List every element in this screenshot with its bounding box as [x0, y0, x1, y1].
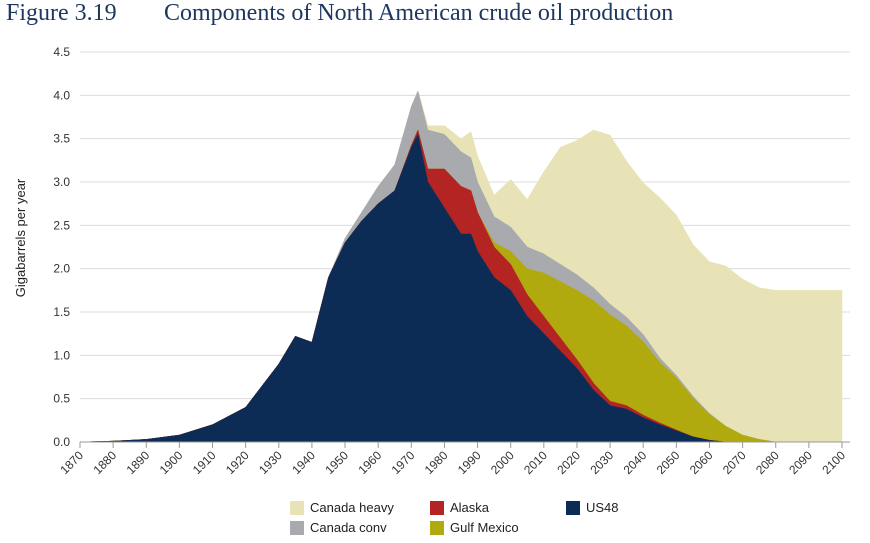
legend-label: Gulf Mexico	[450, 520, 519, 535]
x-tick-label: 2050	[654, 448, 683, 477]
legend-item-canada-heavy: Canada heavy	[290, 500, 394, 515]
x-tick-label: 2090	[786, 448, 815, 477]
x-tick-label: 1880	[90, 448, 119, 477]
y-tick-label: 3.0	[53, 175, 70, 189]
x-tick-label: 1950	[322, 448, 351, 477]
x-tick-label: 1960	[356, 448, 385, 477]
y-axis-label: Gigabarrels per year	[13, 178, 28, 297]
stacked-areas	[79, 90, 843, 443]
legend-swatch	[290, 500, 304, 515]
y-tick-label: 2.0	[53, 262, 70, 276]
x-tick-label: 1900	[157, 448, 186, 477]
x-tick-label: 1940	[289, 448, 318, 477]
figure-title: Figure 3.19 Components of North American …	[6, 0, 673, 27]
y-tick-label: 4.0	[53, 88, 70, 102]
y-tick-label: 0.5	[53, 392, 70, 406]
x-tick-label: 1910	[190, 448, 219, 477]
x-axis-ticks: 1870 1880 1890 1900 1910 1920 1930 1940 1950 1960…	[57, 442, 848, 477]
legend-swatch	[430, 500, 444, 515]
x-tick-label: 1890	[124, 448, 153, 477]
y-tick-label: 1.0	[53, 348, 70, 362]
x-tick-label: 1920	[223, 448, 252, 477]
x-tick-label: 1980	[422, 448, 451, 477]
y-tick-label: 3.5	[53, 132, 70, 146]
legend-label: Alaska	[450, 500, 490, 515]
legend-swatch	[430, 520, 444, 535]
x-tick-label: 2010	[521, 448, 550, 477]
legend-label: Canada heavy	[310, 500, 394, 515]
y-tick-label: 4.5	[53, 45, 70, 59]
x-tick-label: 2100	[819, 448, 848, 477]
x-tick-label: 1930	[256, 448, 285, 477]
y-tick-label: 2.5	[53, 218, 70, 232]
legend-item-alaska: Alaska	[430, 500, 489, 515]
x-tick-label: 2020	[554, 448, 583, 477]
x-tick-label: 2080	[753, 448, 782, 477]
y-tick-label: 1.5	[53, 305, 70, 319]
legend-item-us48: US48	[566, 500, 619, 515]
figure-number: Figure 3.19	[6, 0, 117, 26]
area-chart: 0.00.51.01.52.02.53.03.54.04.5 1870 1880 1…	[13, 45, 850, 477]
x-tick-label: 2000	[488, 448, 517, 477]
legend-item-canada-conv: Canada conv	[290, 520, 387, 535]
x-tick-label: 2040	[621, 448, 650, 477]
legend-swatch	[566, 500, 580, 515]
figure-title-text: Components of North American crude oil p…	[164, 0, 674, 26]
legend-item-gulf-mexico: Gulf Mexico	[430, 520, 519, 535]
x-tick-label: 1990	[455, 448, 484, 477]
x-tick-label: 2060	[687, 448, 716, 477]
x-tick-label: 2070	[720, 448, 749, 477]
x-tick-label: 2030	[587, 448, 616, 477]
y-tick-label: 0.0	[53, 435, 70, 449]
legend: Canada heavy Alaska US48 Canada conv Gul…	[290, 500, 620, 540]
legend-label: US48	[586, 500, 619, 515]
x-tick-label: 1970	[389, 448, 418, 477]
x-tick-label: 1870	[57, 448, 86, 477]
legend-label: Canada conv	[310, 520, 387, 535]
legend-swatch	[290, 520, 304, 535]
y-axis-ticks: 0.0 0.5 1.0 1.5 2.0 2.5 3.0 3.5 4.0 4.5	[53, 45, 70, 449]
